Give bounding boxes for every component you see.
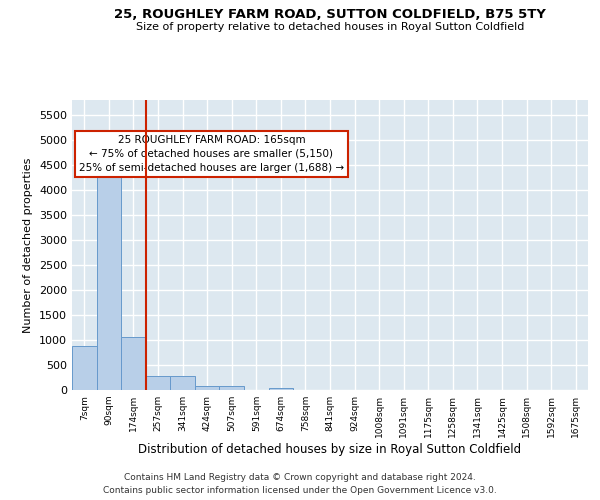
Bar bbox=[170, 376, 195, 390]
Bar bbox=[195, 386, 220, 390]
Text: Contains public sector information licensed under the Open Government Licence v3: Contains public sector information licen… bbox=[103, 486, 497, 495]
Text: Contains HM Land Registry data © Crown copyright and database right 2024.: Contains HM Land Registry data © Crown c… bbox=[124, 472, 476, 482]
Bar bbox=[269, 388, 293, 390]
Text: 25, ROUGHLEY FARM ROAD, SUTTON COLDFIELD, B75 5TY: 25, ROUGHLEY FARM ROAD, SUTTON COLDFIELD… bbox=[114, 8, 546, 20]
Y-axis label: Number of detached properties: Number of detached properties bbox=[23, 158, 34, 332]
Text: Size of property relative to detached houses in Royal Sutton Coldfield: Size of property relative to detached ho… bbox=[136, 22, 524, 32]
Bar bbox=[72, 346, 97, 390]
Bar bbox=[97, 162, 121, 390]
Bar bbox=[121, 337, 146, 390]
Text: 25 ROUGHLEY FARM ROAD: 165sqm
← 75% of detached houses are smaller (5,150)
25% o: 25 ROUGHLEY FARM ROAD: 165sqm ← 75% of d… bbox=[79, 135, 344, 173]
Bar bbox=[146, 376, 170, 390]
Bar bbox=[220, 386, 244, 390]
Text: Distribution of detached houses by size in Royal Sutton Coldfield: Distribution of detached houses by size … bbox=[139, 442, 521, 456]
